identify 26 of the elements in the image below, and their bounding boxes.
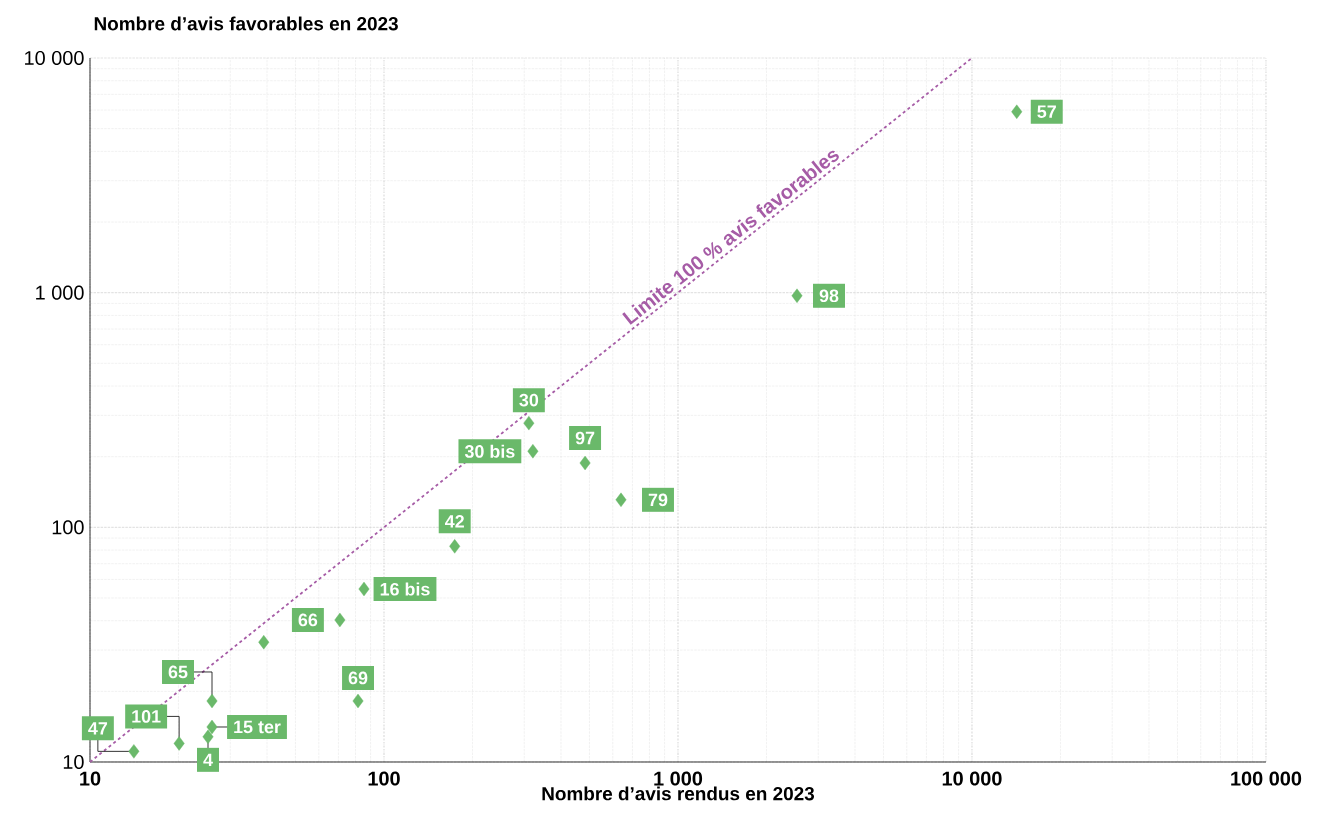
annotation: 97 — [575, 431, 595, 445]
x-axis-title: Nombre d’avis rendus en 2023 — [542, 786, 815, 801]
annotation: 42 — [445, 515, 464, 528]
annotation: 65 — [168, 665, 188, 679]
annotation: 30 bis — [464, 444, 515, 458]
x-tick-label: 10 — [80, 771, 101, 786]
annotation: 15 ter — [234, 720, 281, 734]
x-tick-label: 100 000 — [1231, 771, 1302, 786]
x-tick-label: 1 000 — [654, 771, 703, 786]
annotation: 16 bis — [380, 582, 430, 596]
annotation: 98 — [819, 289, 839, 303]
annotation: 69 — [348, 671, 368, 685]
annotation: 101 — [132, 710, 161, 723]
annotation: 4 — [203, 753, 213, 767]
y-tick-label: 10 000 — [25, 50, 84, 66]
y-tick-label: 10 — [63, 754, 84, 770]
y-axis-title: Nombre d’avis favorables en 2023 — [94, 16, 398, 31]
annotation: 47 — [88, 722, 108, 735]
x-tick-label: 10 000 — [942, 771, 1002, 786]
y-tick-label: 100 — [52, 520, 84, 535]
annotation: 57 — [1037, 105, 1056, 119]
y-tick-label: 1 000 — [36, 285, 84, 300]
annotation: 66 — [298, 613, 318, 627]
x-tick-label: 100 — [368, 771, 400, 786]
annotation: 30 — [519, 393, 539, 407]
annotation: 79 — [648, 493, 668, 507]
